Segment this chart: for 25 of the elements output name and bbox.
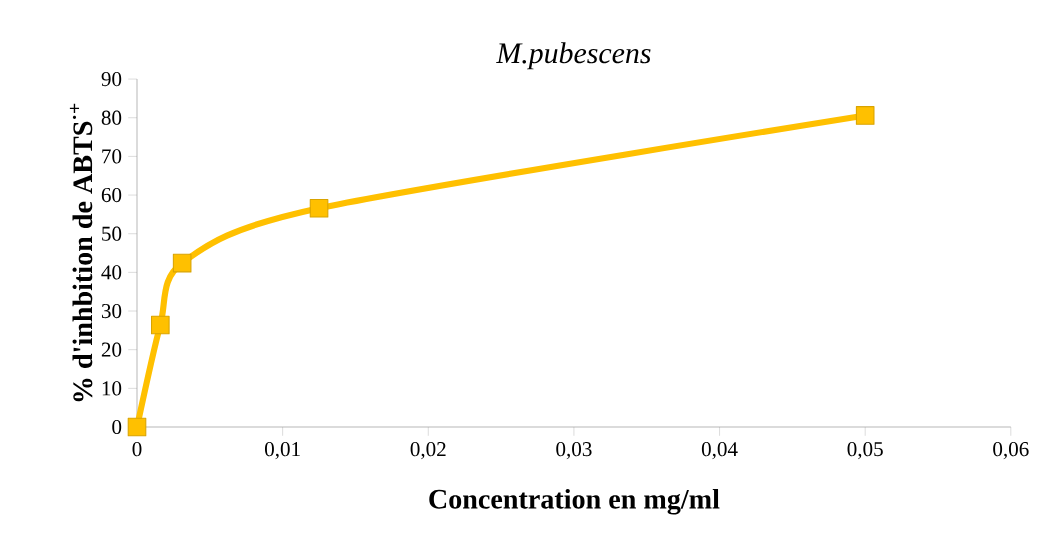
x-tick-label: 0,04 xyxy=(701,441,738,460)
point xyxy=(127,417,147,437)
y-tick-label: 40 xyxy=(101,265,122,280)
y-tick-label: 90 xyxy=(101,71,122,87)
y-tick-label: 80 xyxy=(101,110,122,125)
y-tick-label: 30 xyxy=(101,303,122,319)
x-tick-label: 0,02 xyxy=(410,441,446,460)
x-tick-label: 0,01 xyxy=(264,441,300,460)
y-tick-label: 70 xyxy=(102,149,122,164)
chart-title: M.pubescens xyxy=(496,42,651,70)
point xyxy=(172,253,192,273)
y-tick-label: 50 xyxy=(102,226,122,241)
point xyxy=(309,198,329,218)
y-tick-label: 60 xyxy=(101,187,122,203)
point xyxy=(150,315,170,335)
y-axis-title: % d'inhbition de ABTS$^{·+}$ xyxy=(69,103,93,402)
x-axis-title: Concentration en mg/ml xyxy=(429,488,720,515)
point xyxy=(855,106,875,125)
x-tick-label: 0 xyxy=(132,441,142,457)
y-tick-label: 20 xyxy=(101,342,122,357)
x-tick-label: 0,05 xyxy=(847,441,883,460)
y-tick-label: 0 xyxy=(112,419,122,435)
x-tick-label: 0,06 xyxy=(993,441,1029,460)
x-tick-label: 0,03 xyxy=(556,441,592,460)
y-tick-label: 10 xyxy=(102,381,122,396)
